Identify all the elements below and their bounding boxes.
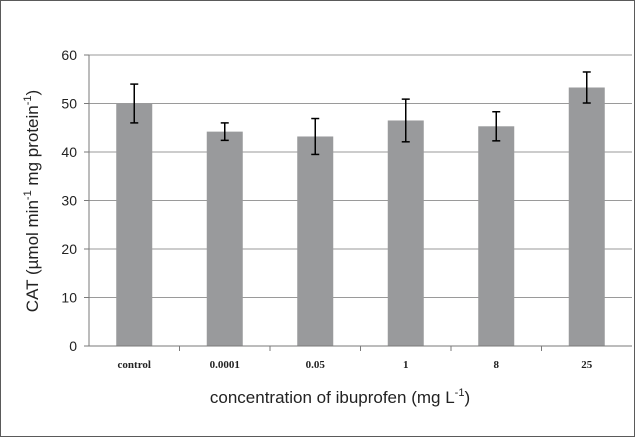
bar-1: [387, 120, 424, 346]
x-tick-labels: control 0.0001 0.05 1 8 25: [118, 359, 593, 371]
x-tick-label: 0.0001: [210, 359, 240, 371]
y-tick-label: 20: [61, 241, 77, 257]
bar-0.0001: [206, 131, 243, 346]
y-tick-label: 30: [61, 193, 77, 209]
x-tick-label: 0.05: [306, 359, 326, 371]
y-axis-title: CAT (µmol min-1 mg protein-1): [22, 90, 42, 312]
bar-25: [568, 87, 605, 347]
bar-8: [478, 126, 515, 346]
y-tick-label: 10: [61, 290, 77, 306]
x-axis-title: concentration of ibuprofen (mg L-1): [210, 387, 470, 407]
gridlines: [89, 54, 632, 298]
x-tick-label: 8: [494, 359, 500, 371]
bars: [116, 87, 605, 347]
x-tick-label: control: [118, 359, 151, 371]
y-tick-label: 60: [61, 47, 77, 63]
bar-0.05: [297, 136, 334, 346]
y-tick-labels: 0 10 20 30 40 50 60: [61, 47, 77, 354]
y-tick-label: 0: [69, 338, 77, 354]
y-tick-label: 50: [61, 96, 77, 112]
y-tick-label: 40: [61, 144, 77, 160]
axes: [84, 54, 632, 351]
x-tick-label: 1: [403, 359, 409, 371]
bar-control: [116, 103, 153, 346]
x-tick-label: 25: [581, 359, 593, 371]
error-bars: [130, 71, 591, 156]
